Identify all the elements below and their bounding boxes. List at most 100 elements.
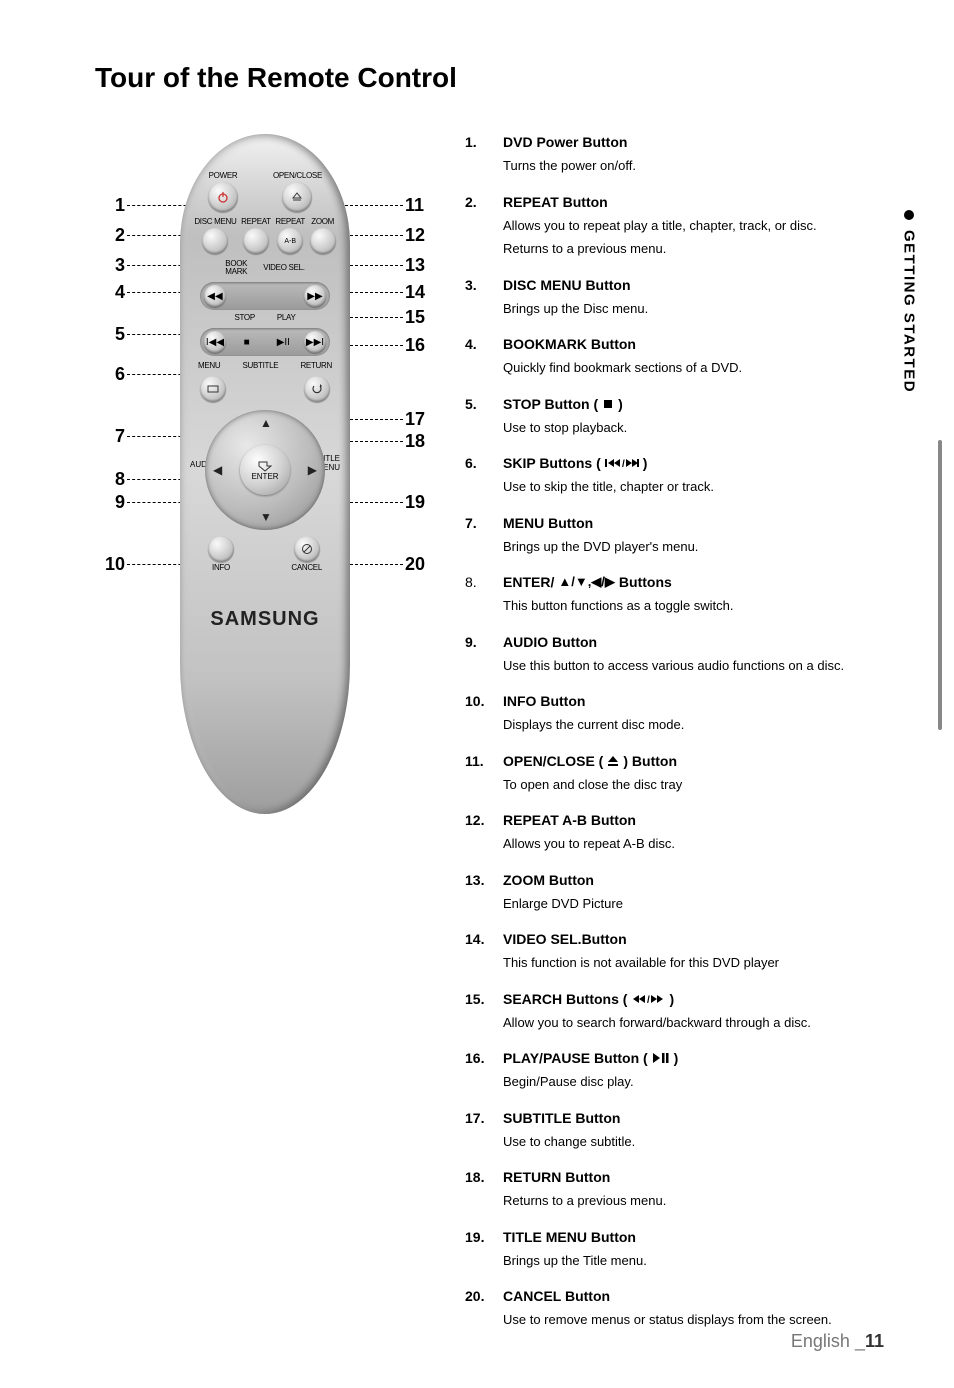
desc-item-heading: REPEAT A-B Button [503,812,675,828]
desc-item-heading: ENTER/▲/▼,◀/▶ Buttons [503,574,734,590]
desc-item-number: 16. [465,1050,491,1096]
play-pause-button: ▶II [267,331,299,353]
desc-item-heading: INFO Button [503,693,684,709]
desc-item-heading: RETURN Button [503,1169,666,1185]
menu-label: MENU [198,362,220,370]
desc-item-heading: MENU Button [503,515,698,531]
remote-body: POWER OPEN/CLOSE DISC MENU REPEAT REPEAT… [180,134,350,814]
svg-text:/: / [647,995,650,1005]
desc-item-text: Use to change subtitle. [503,1132,635,1152]
callout-10: 10 [95,554,125,575]
enter-label: ENTER [251,472,278,481]
skip-back-button: I◀◀ [204,331,226,353]
remote-figure: 12345678910 11121314151617181920 POWER O… [95,134,435,1348]
info-label: INFO [212,564,230,572]
callout-9: 9 [95,492,125,513]
desc-item-text: Use to skip the title, chapter or track. [503,477,714,497]
play-label: PLAY [277,314,296,322]
desc-item-heading: BOOKMARK Button [503,336,742,352]
desc-item: 8.ENTER/▲/▼,◀/▶ ButtonsThis button funct… [465,574,894,620]
playpause-icon [652,1052,670,1064]
desc-item-heading: TITLE MENU Button [503,1229,647,1245]
desc-item: 3. DISC MENU Button Brings up the Disc men… [465,277,894,323]
desc-item-number: 11. [465,753,491,799]
desc-item: 17.SUBTITLE ButtonUse to change subtitle… [465,1110,894,1156]
desc-item-heading: OPEN/CLOSE ( ) Button [503,753,682,769]
desc-item: 1.DVD Power ButtonTurns the power on/off… [465,134,894,180]
desc-item-number: 5. [465,396,491,442]
bookmark-label: BOOK MARK [225,260,247,276]
callout-20: 20 [405,554,435,575]
callout-5: 5 [95,324,125,345]
desc-item-number: 15. [465,991,491,1037]
desc-item-text: Enlarge DVD Picture [503,894,623,914]
desc-item-number: 2. [465,194,491,263]
search-row: ◀◀ ▶▶ [200,282,330,310]
arrows-icon: ▲/▼,◀/▶ [558,574,615,590]
desc-item-heading: SEARCH Buttons ( / ) [503,991,811,1007]
skip-fwd-button: ▶▶I [304,331,326,353]
desc-item-heading: SKIP Buttons (/) [503,455,714,471]
power-label: POWER [209,172,238,180]
section-bullet-icon [904,210,914,220]
desc-item-number: 9. [465,634,491,680]
desc-item: 12.REPEAT A-B ButtonAllows you to repeat… [465,812,894,858]
desc-item-number: 6. [465,455,491,501]
desc-item-number: 1. [465,134,491,180]
dpad-up: ▲ [260,416,272,430]
desc-item: 9. AUDIO Button Use this button to access … [465,634,894,680]
desc-item-text: Use to remove menus or status displays f… [503,1310,832,1330]
desc-item-text: Displays the current disc mode. [503,715,684,735]
desc-item-text: Use this button to access various audio … [503,656,844,676]
desc-item-heading: AUDIO Button [503,634,844,650]
desc-item: 6. SKIP Buttons (/) Use to skip the title,… [465,455,894,501]
playback-row: I◀◀ ■ ▶II ▶▶I [200,328,330,356]
page-title: Tour of the Remote Control [95,62,894,94]
desc-item: 20.CANCEL ButtonUse to remove menus or s… [465,1288,894,1334]
return-button [304,376,330,402]
desc-item: 18.RETURN ButtonReturns to a previous me… [465,1169,894,1215]
desc-item: 16.PLAY/PAUSE Button ( )Begin/Pause disc… [465,1050,894,1096]
enter-button: ENTER [240,445,290,495]
callout-3: 3 [95,255,125,276]
desc-item-text: Brings up the Disc menu. [503,299,648,319]
video-sel-button [267,285,299,307]
callout-16: 16 [405,335,435,356]
desc-item-text: Returns to a previous menu. [503,1191,666,1211]
cancel-button [294,536,320,562]
repeat-ab-label: REPEAT [275,218,305,226]
desc-item-heading: VIDEO SEL.Button [503,931,779,947]
descriptions: 1.DVD Power ButtonTurns the power on/off… [465,134,894,1348]
callout-1: 1 [95,195,125,216]
dpad-left: ◀ [213,463,222,477]
desc-item-number: 3. [465,277,491,323]
zoom-button [310,228,336,254]
desc-item-heading: SUBTITLE Button [503,1110,635,1126]
callout-8: 8 [95,469,125,490]
page-footer: English _11 [791,1331,884,1352]
bookmark-button [231,285,263,307]
stop-icon [602,398,614,410]
video-sel-label: VIDEO SEL. [263,264,304,272]
callout-7: 7 [95,426,125,447]
desc-item-number: 19. [465,1229,491,1275]
open-close-button [282,182,312,212]
callout-2: 2 [95,225,125,246]
desc-item-text: Returns to a previous menu. [503,239,817,259]
disc-menu-label: DISC MENU [194,218,236,226]
desc-item-heading: PLAY/PAUSE Button ( ) [503,1050,678,1066]
desc-item: 10.INFO ButtonDisplays the current disc … [465,693,894,739]
desc-item-heading: ZOOM Button [503,872,623,888]
desc-item: 13.ZOOM ButtonEnlarge DVD Picture [465,872,894,918]
desc-item: 11.OPEN/CLOSE ( ) ButtonTo open and clos… [465,753,894,799]
callout-12: 12 [405,225,435,246]
callout-11: 11 [405,195,435,216]
footer-sep: _ [855,1331,865,1351]
desc-item: 15.SEARCH Buttons ( / )Allow you to sear… [465,991,894,1037]
callout-6: 6 [95,364,125,385]
desc-item-text: Brings up the Title menu. [503,1251,647,1271]
repeat-ab-button: A-B [277,228,303,254]
stop-button: ■ [231,331,263,353]
footer-page-number: 11 [865,1331,884,1351]
desc-item-heading: DISC MENU Button [503,277,648,293]
